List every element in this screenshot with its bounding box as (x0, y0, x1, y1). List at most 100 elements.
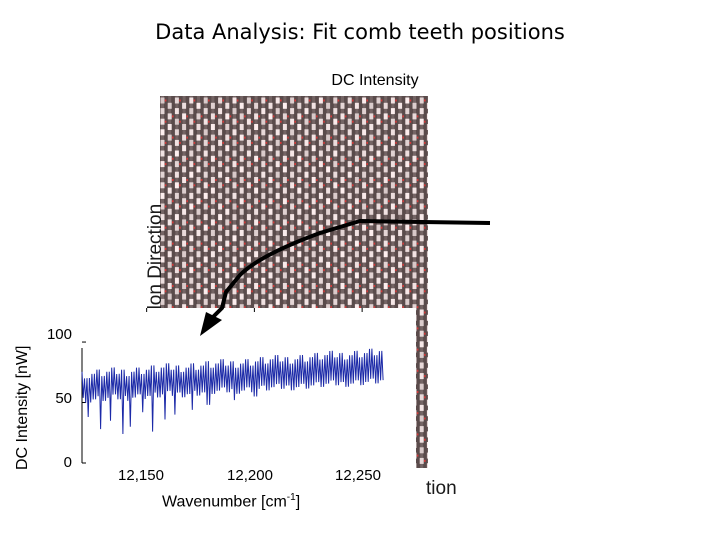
fit-position-marker (352, 226, 354, 229)
comb-tooth-cell (275, 139, 280, 146)
fit-position-marker (265, 141, 268, 144)
comb-tooth-cell (203, 118, 208, 125)
comb-tooth-cell (419, 214, 424, 221)
fit-position-marker (294, 269, 296, 272)
comb-tooth-cell (369, 240, 374, 247)
comb-tooth-cell (189, 192, 194, 199)
comb-tooth-cell (297, 166, 302, 173)
comb-tooth-cell (225, 166, 230, 173)
fit-position-marker (294, 290, 296, 293)
comb-tooth-cell (376, 108, 381, 115)
comb-tooth-cell (254, 177, 259, 183)
comb-tooth-cell (239, 102, 244, 109)
fit-position-marker (258, 221, 260, 224)
fit-position-marker (272, 242, 275, 245)
fit-position-marker (186, 115, 188, 118)
fit-position-marker (380, 184, 383, 187)
fit-position-marker (251, 290, 253, 293)
fit-position-marker (352, 205, 354, 208)
comb-tooth-cell (426, 399, 428, 406)
fit-position-marker (236, 120, 239, 123)
comb-tooth-cell (390, 139, 395, 146)
comb-tooth-cell (189, 182, 194, 189)
fit-position-marker (294, 247, 296, 250)
comb-tooth-cell (362, 245, 367, 252)
fit-position-marker (164, 290, 167, 293)
comb-tooth-cell (225, 283, 230, 289)
fit-position-marker (179, 184, 181, 187)
comb-tooth-cell (383, 293, 388, 300)
comb-tooth-cell (297, 230, 302, 236)
comb-tooth-cell (304, 139, 309, 146)
fit-position-marker (280, 269, 282, 272)
comb-tooth-cell (340, 272, 345, 279)
comb-tooth-cell (304, 161, 309, 168)
fit-position-marker (208, 141, 210, 144)
fit-position-marker (200, 221, 203, 224)
fit-position-marker (344, 157, 347, 160)
comb-tooth-cell (340, 251, 345, 258)
comb-tooth-cell (419, 235, 424, 242)
comb-tooth-cell (225, 198, 230, 205)
comb-tooth-cell (362, 118, 367, 125)
comb-column (211, 96, 215, 468)
fit-position-marker (416, 454, 419, 457)
comb-tooth-cell (326, 208, 331, 215)
comb-tooth-cell (254, 134, 259, 141)
comb-tooth-cell (426, 230, 428, 236)
comb-tooth-cell (369, 272, 374, 279)
fit-position-marker (337, 290, 340, 293)
comb-tooth-cell (419, 383, 424, 390)
pointer-arrowhead (200, 312, 222, 336)
comb-tooth-cell (390, 150, 395, 157)
comb-tooth-cell (282, 166, 287, 173)
comb-tooth-cell (232, 288, 237, 295)
fit-position-marker (215, 136, 217, 139)
fit-position-marker (388, 285, 390, 287)
comb-tooth-cell (174, 108, 179, 115)
comb-tooth-cell (297, 102, 302, 109)
comb-tooth-cell (390, 171, 395, 178)
fit-position-marker (280, 141, 282, 144)
fit-position-marker (244, 285, 246, 287)
fit-position-marker (366, 290, 368, 293)
fit-position-marker (416, 157, 419, 160)
comb-tooth-cell (239, 230, 244, 236)
fit-position-marker (164, 99, 167, 102)
comb-tooth-cell (354, 240, 359, 247)
comb-tooth-cell (369, 283, 374, 289)
comb-tooth-cell (311, 240, 316, 247)
comb-tooth-cell (383, 113, 388, 120)
comb-tooth-cell (225, 230, 230, 236)
fit-position-marker (172, 242, 174, 245)
fit-position-marker (272, 157, 275, 160)
comb-tooth-cell (254, 145, 259, 152)
comb-tooth-cell (210, 124, 215, 130)
comb-tooth-cell (160, 256, 165, 263)
fit-position-marker (330, 263, 332, 266)
comb-tooth-cell (261, 139, 266, 146)
comb-tooth-cell (390, 97, 395, 104)
comb-tooth-cell (246, 171, 251, 178)
fit-position-marker (323, 163, 325, 166)
comb-tooth-cell (203, 139, 208, 146)
fit-position-marker (424, 375, 426, 378)
fit-position-marker (272, 179, 275, 181)
fit-position-marker (272, 263, 275, 266)
slide-title: Data Analysis: Fit comb teeth positions (155, 20, 565, 44)
comb-tooth-cell (354, 251, 359, 258)
comb-tooth-cell (412, 102, 417, 109)
comb-tooth-cell (369, 102, 374, 109)
fit-position-marker (373, 263, 376, 266)
comb-tooth-cell (182, 177, 187, 183)
comb-tooth-cell (426, 442, 428, 448)
comb-tooth-cell (174, 161, 179, 168)
fit-position-marker (337, 141, 340, 144)
comb-tooth-cell (412, 240, 417, 247)
comb-tooth-cell (390, 108, 395, 115)
comb-column (398, 96, 402, 468)
comb-tooth-cell (275, 203, 280, 210)
comb-tooth-cell (210, 208, 215, 215)
fit-position-marker (280, 226, 282, 229)
comb-tooth-cell (203, 277, 208, 284)
